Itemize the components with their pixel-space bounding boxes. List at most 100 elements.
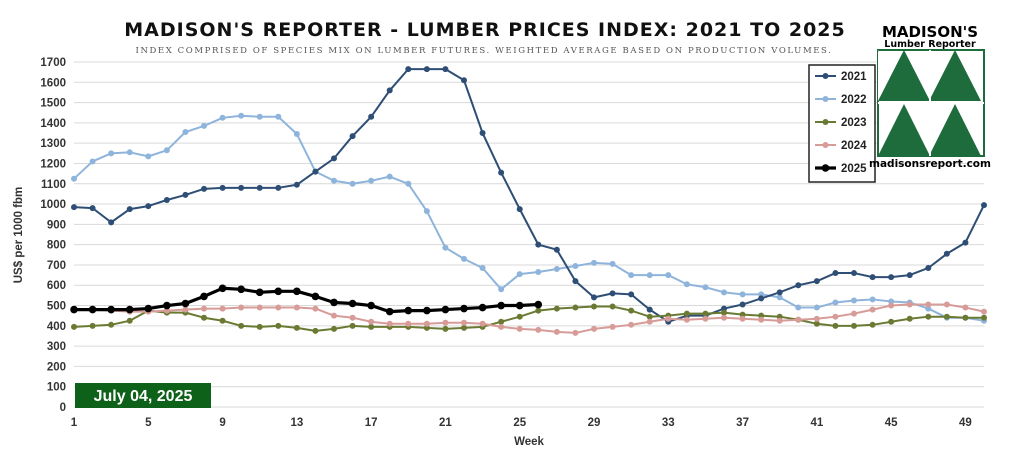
data-point-2022 (145, 153, 152, 160)
data-point-2025 (293, 287, 301, 296)
y-tick-label: 1500 (40, 98, 66, 110)
data-point-2022 (275, 113, 282, 120)
data-point-2022 (516, 271, 523, 278)
data-point-2021 (535, 241, 542, 248)
data-point-2021 (739, 301, 746, 308)
data-point-2023 (553, 305, 560, 312)
data-point-2022 (386, 173, 393, 180)
data-point-2024 (256, 304, 263, 311)
data-point-2022 (479, 264, 486, 271)
y-tick-label: 1000 (40, 199, 66, 211)
data-point-2024 (851, 310, 857, 317)
data-point-2023 (702, 310, 709, 317)
data-point-2022 (293, 131, 300, 138)
data-point-2025 (478, 303, 487, 312)
data-point-2024 (981, 308, 987, 315)
data-point-2024 (943, 301, 950, 308)
y-axis-label: US$ per 1000 fbm (13, 187, 25, 284)
data-point-2021 (293, 181, 300, 188)
data-point-2021 (498, 169, 505, 176)
data-point-2023 (219, 317, 226, 324)
y-tick-label: 400 (47, 321, 66, 333)
legend-label: 2022 (841, 94, 867, 106)
date-badge-text: July 04, 2025 (94, 388, 193, 405)
data-point-2021 (832, 270, 839, 277)
data-point-2024 (442, 319, 449, 326)
data-point-2022 (702, 284, 709, 291)
data-point-2021 (405, 66, 412, 73)
data-point-2025 (218, 284, 227, 293)
legend-marker (822, 119, 829, 125)
data-point-2023 (962, 314, 969, 321)
data-point-2022 (126, 149, 133, 156)
data-point-2022 (851, 297, 857, 304)
series-line-2023 (73, 305, 984, 332)
data-point-2023 (851, 322, 857, 329)
data-point-2022 (646, 272, 653, 279)
legend-item-2024: 2024 (815, 140, 867, 152)
x-tick-label: 45 (885, 417, 898, 429)
data-point-2023 (535, 307, 542, 314)
data-point-2021 (553, 246, 560, 253)
x-tick-label: 5 (145, 417, 152, 429)
data-point-2021 (943, 250, 950, 257)
data-point-2023 (238, 322, 245, 329)
data-point-2023 (498, 318, 505, 325)
data-point-2023 (71, 323, 77, 330)
series-line-2021 (73, 68, 985, 323)
date-badge-background (75, 383, 211, 408)
data-point-2025 (200, 292, 208, 301)
data-point-2024 (795, 316, 802, 323)
data-point-2024 (461, 319, 467, 326)
data-point-2024 (275, 304, 282, 311)
data-point-2022 (609, 260, 616, 267)
data-point-2021 (89, 205, 96, 212)
legend-label: 2021 (841, 71, 867, 83)
logo-url: madisonsreport.com (869, 158, 991, 170)
data-point-2025 (497, 301, 505, 310)
data-point-2024 (535, 326, 542, 333)
data-point-2021 (869, 274, 876, 281)
data-point-2024 (219, 305, 226, 312)
data-point-2023 (275, 322, 282, 329)
x-axis-ticks: 1 5 9 13 17 21 25 29 33 37 41 45 49 (71, 417, 972, 429)
data-point-2022 (776, 294, 783, 301)
date-badge: July 04, 2025 (75, 383, 211, 408)
data-point-2025 (144, 304, 153, 313)
legend-item-2022: 2022 (815, 94, 867, 106)
data-point-2024 (888, 302, 895, 309)
legend-box (808, 64, 876, 183)
y-tick-label: 1600 (40, 77, 66, 89)
data-point-2021 (813, 278, 820, 285)
data-point-2023 (628, 307, 635, 314)
y-tick-label: 1100 (41, 179, 66, 191)
data-point-2024 (331, 312, 337, 319)
legend-marker (822, 73, 829, 79)
data-point-2025 (107, 305, 115, 314)
series-2021 (71, 66, 987, 325)
data-point-2021 (981, 202, 987, 209)
y-axis-ticks: 0 100 200 300 400 500 600 700 800 900 1000 1100 1200… (40, 57, 66, 414)
legend-item-2023: 2023 (815, 117, 867, 129)
x-tick-label: 25 (513, 417, 526, 429)
data-point-2024 (553, 328, 560, 335)
data-point-2021 (312, 168, 319, 175)
madisons-logo: MADISON'S Lumber Reporter madisonsreport… (869, 23, 991, 170)
y-tick-label: 800 (47, 240, 66, 252)
data-point-2021 (182, 191, 189, 198)
y-tick-label: 1400 (40, 118, 66, 130)
data-point-2021 (776, 289, 783, 296)
data-point-2024 (813, 315, 820, 322)
x-axis-label: Week (514, 436, 544, 448)
x-tick-label: 37 (736, 417, 749, 429)
data-point-2025 (125, 305, 134, 314)
data-point-2024 (869, 306, 876, 313)
data-point-2022 (405, 180, 412, 187)
legend-marker (822, 96, 829, 102)
x-tick-label: 1 (71, 417, 78, 429)
legend: 2021 2022 2023 2024 2025 (808, 64, 876, 183)
legend-marker (821, 164, 830, 172)
data-point-2024 (739, 315, 746, 322)
legend-item-2025: 2025 (815, 163, 867, 175)
data-point-2024 (201, 305, 207, 312)
